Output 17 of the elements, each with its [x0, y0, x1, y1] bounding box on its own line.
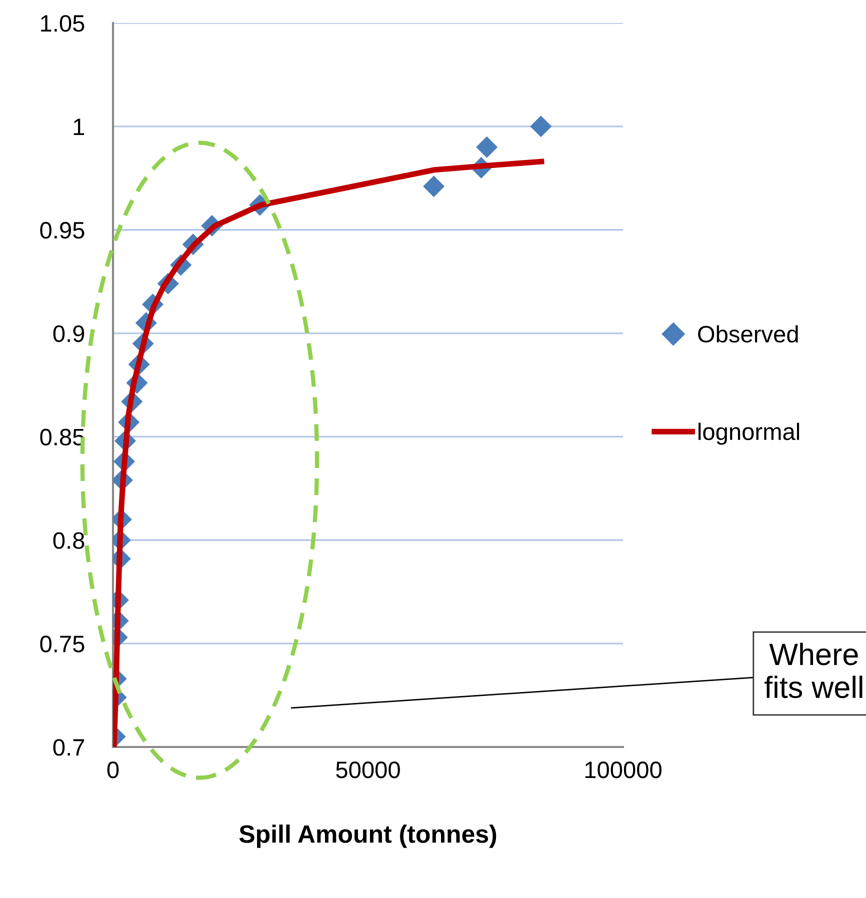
point [476, 136, 498, 158]
x-tick-label: 50000 [336, 762, 400, 778]
y-tick-label: 1 [74, 118, 84, 135]
x-tick-label: 0 [107, 762, 119, 778]
y-tick-label: 0.9 [53, 325, 84, 342]
y-tick-label: 0.8 [53, 532, 84, 549]
x-axis-title: Spill Amount (tonnes) [239, 824, 496, 848]
y-tick-label: 0.7 [53, 739, 84, 756]
point [530, 116, 552, 138]
text: Where fits well [764, 642, 862, 698]
x-tick-label: 100000 [585, 762, 662, 778]
y-tick-label: 0.95 [40, 222, 84, 239]
y-tick-label: 0.75 [40, 636, 84, 652]
point [423, 176, 445, 198]
y-tick-label: 1.05 [41, 15, 84, 32]
legend-label: lognormal [698, 422, 800, 445]
legend-label: Observed [698, 325, 798, 343]
